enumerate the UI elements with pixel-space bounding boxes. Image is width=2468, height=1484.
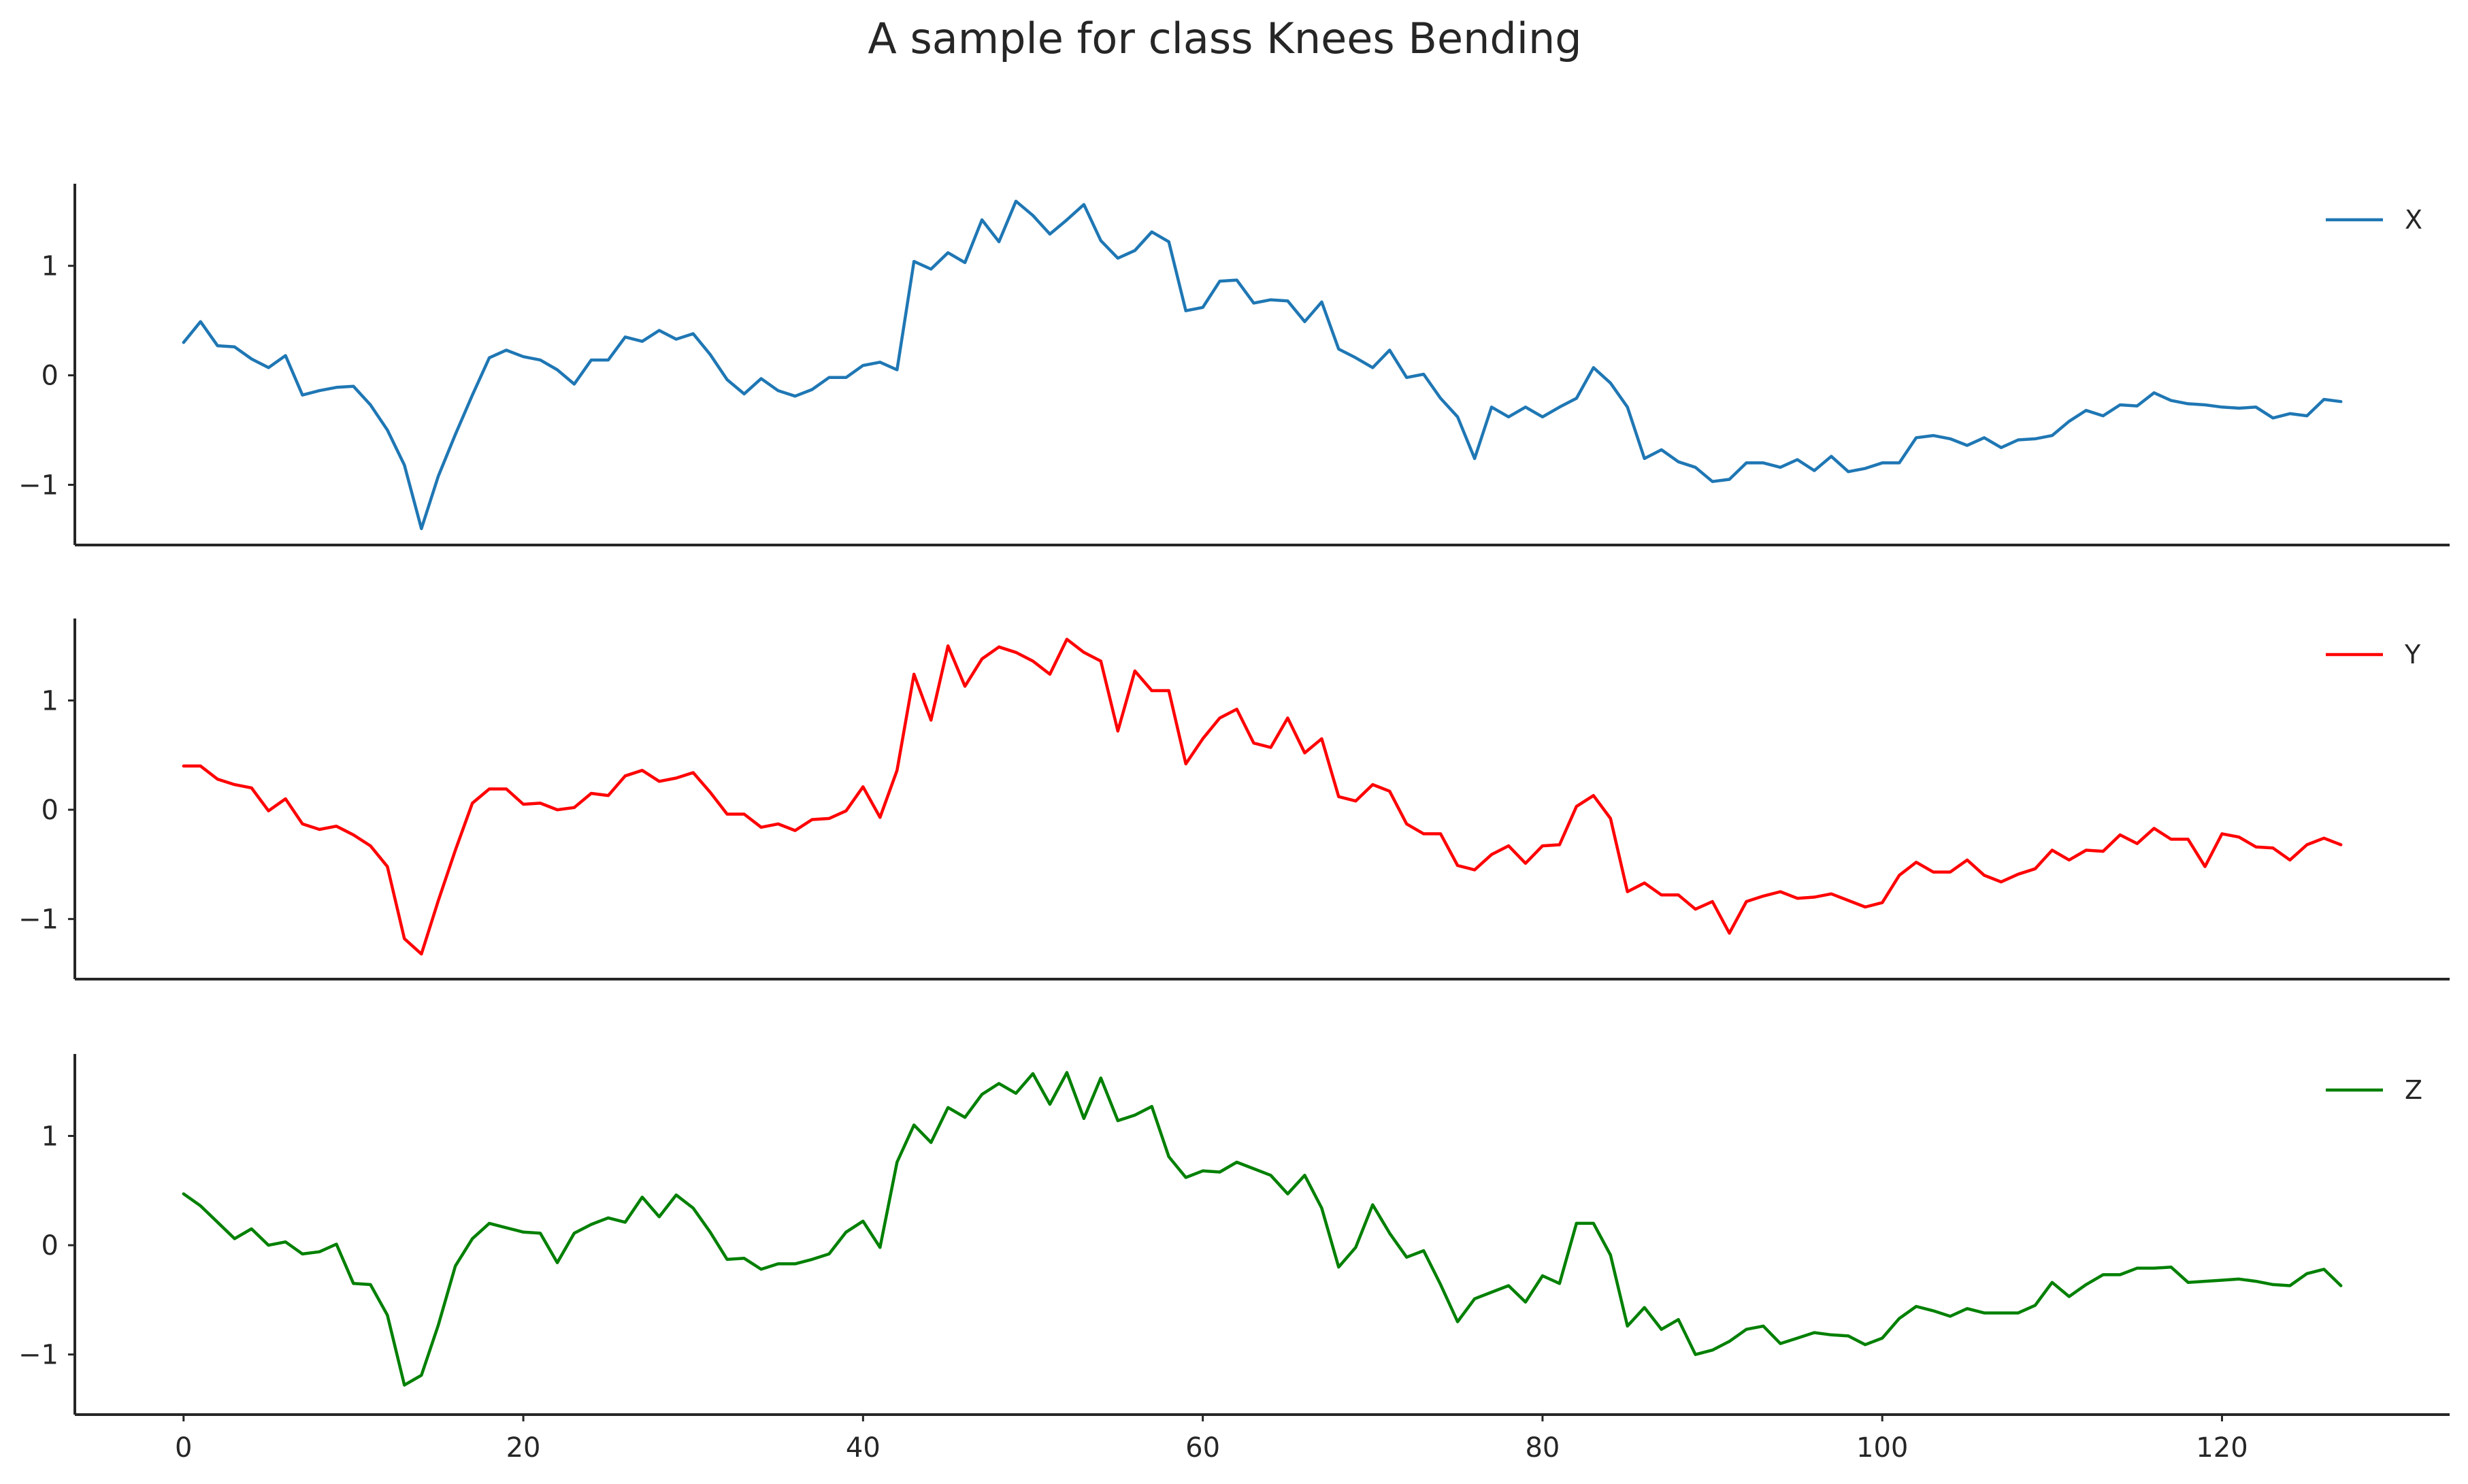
subplot-x: −1 0 1 X	[18, 184, 2450, 546]
x-tick-label: 0	[175, 1432, 192, 1464]
x-tick-label: 100	[1856, 1432, 1908, 1464]
y-tick-label-y: 1	[42, 685, 59, 716]
x-tick-label: 20	[506, 1432, 541, 1464]
series-line-y	[182, 638, 2343, 956]
series-line-x	[182, 199, 2343, 531]
legend-label-z: Z	[2405, 1075, 2422, 1105]
series-line-z	[182, 1071, 2343, 1387]
y-tick-label-z: 0	[42, 1230, 59, 1262]
x-tick-label: 40	[846, 1432, 881, 1464]
figure-title: A sample for class Knees Bending	[868, 14, 1581, 63]
y-tick-label-x: −1	[18, 470, 59, 501]
y-tick-label-x: 1	[42, 251, 59, 282]
legend-label-y: Y	[2404, 640, 2421, 670]
x-tick-label: 120	[2196, 1432, 2248, 1464]
x-tick-label: 60	[1185, 1432, 1220, 1464]
legend-label-x: X	[2405, 205, 2422, 235]
y-tick-label-y: 0	[42, 795, 59, 826]
y-tick-label-x: 0	[42, 361, 59, 392]
x-tick-label: 80	[1525, 1432, 1560, 1464]
y-tick-label-z: 1	[42, 1121, 59, 1152]
subplot-y: −1 0 1 Y	[18, 619, 2450, 980]
y-tick-label-z: −1	[18, 1340, 59, 1371]
y-tick-label-y: −1	[18, 904, 59, 936]
